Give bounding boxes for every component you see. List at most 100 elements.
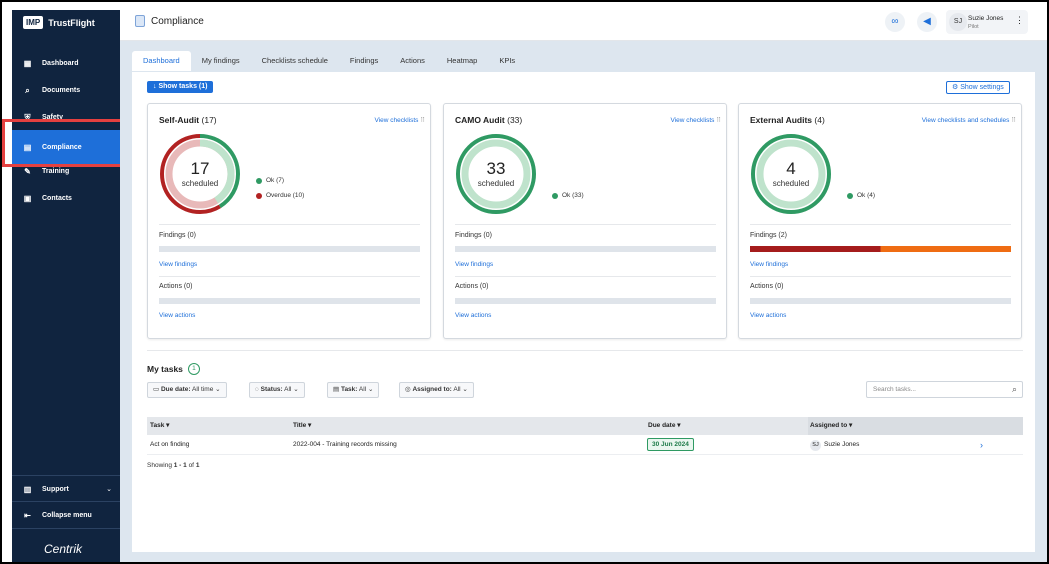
divider bbox=[750, 224, 1011, 225]
view-actions-link[interactable]: View actions bbox=[455, 312, 492, 319]
filter-value: All bbox=[284, 386, 292, 393]
tab-heatmap[interactable]: Heatmap bbox=[446, 56, 478, 65]
show-tasks-button[interactable]: ↓ Show tasks (1) bbox=[147, 81, 214, 93]
divider bbox=[750, 276, 1011, 277]
my-tasks-heading: My tasks 1 bbox=[147, 363, 200, 375]
avatar: SJ bbox=[810, 440, 821, 451]
view-findings-link[interactable]: View findings bbox=[455, 261, 494, 268]
sidebar-item-compliance[interactable]: ▤ Compliance bbox=[12, 130, 122, 164]
table-row[interactable]: Act on finding 2022-004 - Training recor… bbox=[147, 435, 1023, 455]
sidebar-item-support[interactable]: ▥ Support ⌄ bbox=[12, 476, 122, 502]
chevron-down-icon: ⌄ bbox=[215, 386, 221, 393]
findings-bar bbox=[750, 246, 1011, 252]
tab-bar: Dashboard My findings Checklists schedul… bbox=[132, 51, 526, 71]
link-icon[interactable]: ∞ bbox=[885, 12, 905, 32]
pagination-summary: Showing 1 - 1 of 1 bbox=[147, 462, 199, 469]
view-findings-link[interactable]: View findings bbox=[159, 261, 198, 268]
collapse-menu-button[interactable]: ⇤ Collapse menu bbox=[12, 502, 122, 528]
filter-assigned-to[interactable]: ◎ Assigned to: All ⌄ bbox=[399, 382, 474, 398]
showing-range: 1 - 1 bbox=[173, 462, 187, 469]
chevron-down-icon: ⌄ bbox=[293, 386, 299, 393]
chevron-right-icon[interactable]: › bbox=[980, 440, 983, 450]
sidebar-item-training[interactable]: ✎ Training bbox=[12, 158, 122, 184]
view-actions-link[interactable]: View actions bbox=[159, 312, 196, 319]
showing-mid: of bbox=[186, 462, 196, 469]
more-vertical-icon[interactable]: ⋮ bbox=[1015, 15, 1024, 25]
actions-bar bbox=[455, 298, 716, 304]
dashboard-panel: ↓ Show tasks (1) ⚙ Show settings Self-Au… bbox=[132, 72, 1035, 552]
filter-value: All time bbox=[192, 386, 214, 393]
view-findings-link[interactable]: View findings bbox=[750, 261, 789, 268]
user-icon: ◎ bbox=[405, 386, 413, 393]
donut-segment-ok bbox=[751, 134, 831, 214]
tab-dashboard[interactable]: Dashboard bbox=[132, 51, 191, 71]
card-title-text: CAMO Audit bbox=[455, 115, 505, 125]
sidebar-item-label: Safety bbox=[42, 113, 64, 121]
tab-kpis[interactable]: KPIs bbox=[499, 56, 516, 65]
search-tasks-input[interactable]: Search tasks... ⌕ bbox=[866, 381, 1023, 398]
actions-label: Actions (0) bbox=[159, 283, 193, 290]
sidebar-item-safety[interactable]: ⛨ Safety bbox=[12, 104, 122, 130]
scheduled-label: scheduled bbox=[478, 179, 514, 188]
tab-actions[interactable]: Actions bbox=[400, 56, 425, 65]
scheduled-count: 4 bbox=[786, 159, 795, 178]
column-title[interactable]: Title ▾ bbox=[293, 422, 312, 429]
sidebar-item-dashboard[interactable]: ▦ Dashboard bbox=[12, 50, 122, 76]
sidebar-item-label: Dashboard bbox=[42, 59, 79, 67]
user-name: Suzie Jones bbox=[968, 15, 1004, 22]
cell-assignee: SJ Suzie Jones bbox=[810, 435, 859, 455]
column-task[interactable]: Task ▾ bbox=[150, 422, 170, 429]
filter-due-date[interactable]: ▭ Due date: All time ⌄ bbox=[147, 382, 227, 398]
drag-handle-icon[interactable]: ⠿ bbox=[420, 117, 425, 124]
contacts-icon: ▣ bbox=[23, 193, 32, 203]
clipboard-icon: ▤ bbox=[23, 142, 32, 152]
cell-title: 2022-004 - Training records missing bbox=[293, 441, 397, 448]
filter-task[interactable]: ▤ Task: All ⌄ bbox=[327, 382, 380, 398]
card-count: (33) bbox=[507, 115, 523, 125]
view-checklists-link[interactable]: View checklists ⠿ bbox=[374, 116, 425, 124]
column-due-date[interactable]: Due date ▾ bbox=[648, 422, 681, 429]
sidebar-divider bbox=[12, 475, 122, 476]
drag-handle-icon[interactable]: ⠿ bbox=[716, 117, 721, 124]
user-menu[interactable]: SJ Suzie Jones Pilot ⋮ bbox=[946, 10, 1028, 34]
drag-handle-icon[interactable]: ⠿ bbox=[1011, 117, 1016, 124]
legend-ok: Ok (4) bbox=[847, 192, 875, 199]
sidebar-item-label: Collapse menu bbox=[42, 511, 92, 519]
sidebar-item-label: Compliance bbox=[42, 143, 82, 151]
tab-findings[interactable]: Findings bbox=[349, 56, 379, 65]
view-actions-link[interactable]: View actions bbox=[750, 312, 787, 319]
tab-checklists-schedule[interactable]: Checklists schedule bbox=[261, 56, 328, 65]
section-divider bbox=[147, 350, 1023, 351]
findings-bar bbox=[159, 246, 420, 252]
findings-label: Findings (0) bbox=[455, 232, 492, 239]
sidebar-item-contacts[interactable]: ▣ Contacts bbox=[12, 185, 122, 211]
donut-chart: 17 scheduled bbox=[158, 132, 242, 216]
card-self-audit: Self-Audit (17) View checklists ⠿ 17 schedu… bbox=[147, 103, 431, 339]
avatar: SJ bbox=[949, 13, 967, 31]
findings-label: Findings (2) bbox=[750, 232, 787, 239]
legend-label: Ok (4) bbox=[857, 192, 876, 199]
card-title-text: Self-Audit bbox=[159, 115, 200, 125]
show-settings-button[interactable]: ⚙ Show settings bbox=[946, 81, 1010, 94]
view-checklists-link[interactable]: View checklists and schedules ⠿ bbox=[922, 116, 1016, 124]
divider bbox=[455, 276, 716, 277]
ok-dot-icon bbox=[552, 192, 558, 199]
compliance-icon bbox=[135, 15, 145, 27]
view-checklists-link[interactable]: View checklists ⠿ bbox=[670, 116, 721, 124]
legend-ok: Ok (33) bbox=[552, 192, 584, 199]
dashboard-icon: ▦ bbox=[23, 58, 32, 68]
megaphone-icon[interactable]: ◀ bbox=[917, 12, 937, 32]
search-icon[interactable]: ⌕ bbox=[1011, 384, 1017, 394]
sidebar-item-label: Contacts bbox=[42, 194, 72, 202]
legend-label: Ok (33) bbox=[562, 192, 584, 199]
legend-overdue: Overdue (10) bbox=[256, 192, 304, 199]
sidebar-item-documents[interactable]: ⌕ Documents bbox=[12, 77, 122, 103]
column-assigned-to[interactable]: Assigned to ▾ bbox=[808, 417, 1023, 435]
tab-my-findings[interactable]: My findings bbox=[201, 56, 240, 65]
filter-status[interactable]: ◌ Status: All ⌄ bbox=[249, 382, 305, 398]
brand[interactable]: IMP TrustFlight bbox=[23, 16, 95, 29]
graduation-cap-icon: ✎ bbox=[24, 166, 31, 176]
divider bbox=[455, 224, 716, 225]
